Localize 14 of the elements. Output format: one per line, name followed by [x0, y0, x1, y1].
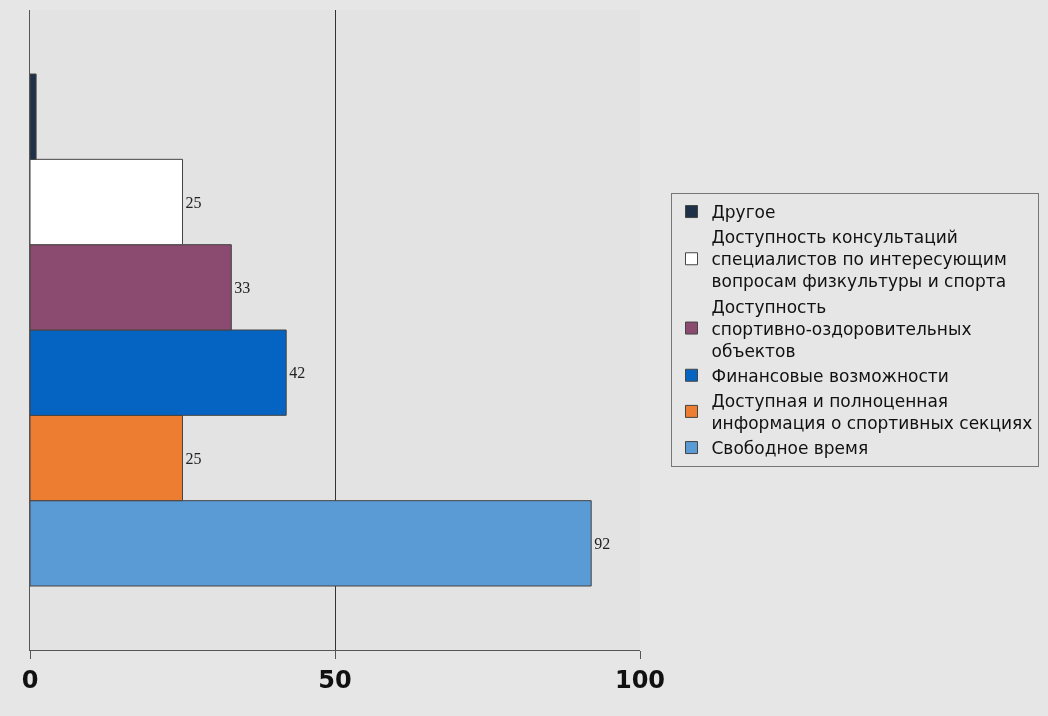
x-tick-label: 0 — [21, 665, 39, 694]
x-tick-label: 100 — [614, 665, 666, 694]
legend-label: Свободное время — [711, 438, 869, 459]
legend-label: Финансовые возможности — [711, 365, 949, 386]
legend-label: Другое — [711, 202, 776, 223]
data-label: 25 — [185, 449, 202, 467]
data-label: 42 — [289, 364, 306, 382]
data-label: 33 — [234, 278, 251, 296]
data-label: 25 — [185, 193, 202, 211]
legend-label: Доступная и полноценная информация о спортивных секциях — [711, 390, 1033, 434]
legend-label: Доступность спортивно-оздоровительных объектов — [711, 296, 972, 361]
x-tick-label: 50 — [318, 665, 352, 694]
data-label: 92 — [594, 534, 611, 552]
legend-label: Доступность консультаций специалистов по интересующим вопросам физкультуры и спорта — [711, 227, 1007, 292]
